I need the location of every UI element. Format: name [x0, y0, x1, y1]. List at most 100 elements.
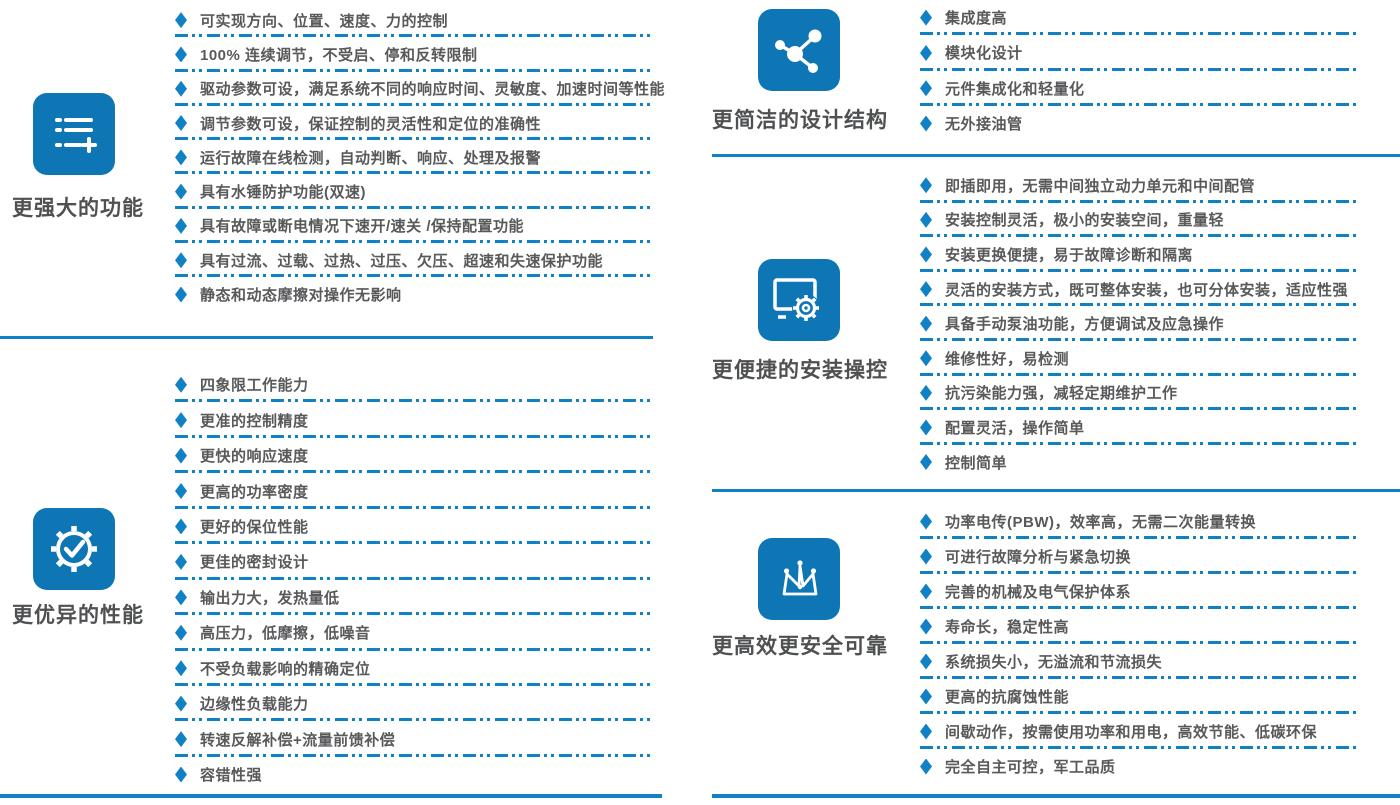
diamond-bullet-icon: [175, 217, 187, 234]
list-item: 转速反解补偿+流量前馈补偿: [175, 721, 655, 758]
list-item: 边缘性负载能力: [175, 686, 655, 722]
share-network-icon: [758, 9, 840, 91]
diamond-bullet-icon: [175, 376, 187, 393]
list-item-text: 静态和动态摩擦对操作无影响: [200, 287, 402, 305]
diamond-bullet-icon: [175, 518, 187, 535]
list-item-text: 具有过流、过载、过热、过压、欠压、超速和失速保护功能: [200, 252, 604, 270]
list-item: 控制简单: [920, 445, 1357, 480]
list-item-text: 调节参数可设，保证控制的灵活性和定位的准确性: [200, 115, 542, 133]
list-item-text: 配置灵活，操作简单: [945, 419, 1085, 437]
gear-check-icon: [33, 508, 115, 590]
list-item-text: 不受负载影响的精确定位: [200, 660, 371, 678]
list-item-text: 维修性好，易检测: [945, 350, 1070, 368]
list-item: 寿命长，稳定性高: [920, 609, 1357, 644]
list-item-text: 完善的机械及电气保护体系: [945, 584, 1132, 601]
diamond-bullet-icon: [175, 183, 187, 200]
list-item-text: 具有水锤防护功能(双速): [200, 184, 366, 202]
feature-list-performance: 四象限工作能力 更准的控制精度 更快的响应速度 更高的功率密度 更好的保位性能: [175, 367, 655, 792]
section-title-design: 更简洁的设计结构: [712, 109, 888, 132]
diamond-bullet-icon: [920, 723, 932, 740]
list-item: 更快的响应速度: [175, 438, 655, 474]
monitor-gear-icon: [758, 259, 840, 341]
list-item: 可进行故障分析与紧急切换: [920, 539, 1357, 574]
list-item: 驱动参数可设，满足系统不同的响应时间、灵敏度、加速时间等性能: [175, 72, 665, 107]
diamond-bullet-icon: [920, 419, 932, 436]
list-item-text: 无外接油管: [945, 116, 1023, 134]
diamond-bullet-icon: [920, 758, 932, 775]
bottom-border-line: [712, 794, 1400, 798]
list-item: 100% 连续调节，不受启、停和反转限制: [175, 37, 655, 72]
list-item-text: 转速反解补偿+流量前馈补偿: [200, 731, 396, 749]
list-item-text: 灵活的安装方式，既可整体安装，也可分体安装，适应性强: [945, 281, 1349, 299]
list-item-text: 抗污染能力强，减轻定期维护工作: [945, 385, 1178, 403]
diamond-bullet-icon: [175, 412, 187, 429]
diamond-bullet-icon: [920, 115, 932, 132]
list-item: 抗污染能力强，减轻定期维护工作: [920, 376, 1357, 411]
list-item-text: 运行故障在线检测，自动判断、响应、处理及报警: [200, 149, 542, 167]
section-title-install: 更便捷的安装操控: [712, 359, 888, 382]
list-item: 元件集成化和轻量化: [920, 71, 1357, 107]
diamond-bullet-icon: [920, 281, 932, 298]
list-item: 具备手动泵油功能，方便调试及应急操作: [920, 306, 1357, 341]
list-item-text: 更佳的密封设计: [200, 554, 309, 572]
diamond-bullet-icon: [920, 454, 932, 471]
list-item-text: 更好的保位性能: [200, 518, 309, 536]
diamond-bullet-icon: [175, 483, 187, 500]
list-item: 即插即用，无需中间独立动力单元和中间配管: [920, 168, 1357, 203]
diamond-bullet-icon: [920, 9, 932, 26]
feature-list-safety: 功率电传(PBW)，效率高，无需二次能量转换 可进行故障分析与紧急切换 完善的机…: [920, 504, 1357, 784]
list-item-text: 高压力，低摩擦，低噪音: [200, 625, 371, 643]
section-title-power: 更强大的功能: [12, 197, 144, 220]
list-item-text: 100% 连续调节，不受启、停和反转限制: [200, 46, 478, 64]
diamond-bullet-icon: [175, 80, 187, 97]
list-item: 静态和动态摩擦对操作无影响: [175, 277, 655, 311]
list-item: 更佳的密封设计: [175, 544, 655, 581]
diamond-bullet-icon: [920, 177, 932, 194]
list-item: 调节参数可设，保证控制的灵活性和定位的准确性: [175, 106, 655, 141]
list-item-text: 更高的功率密度: [200, 483, 309, 501]
list-item: 具有水锤防护功能(双速): [175, 174, 655, 210]
section-title-performance: 更优异的性能: [12, 604, 144, 627]
list-item-text: 功率电传(PBW)，效率高，无需二次能量转换: [945, 514, 1256, 531]
section-divider-line: [0, 336, 653, 339]
list-item-text: 容错性强: [200, 767, 263, 785]
diamond-bullet-icon: [175, 286, 187, 303]
bottom-border-line: [0, 794, 662, 798]
diamond-bullet-icon: [920, 688, 932, 705]
list-item: 四象限工作能力: [175, 367, 655, 403]
list-item-text: 寿命长，稳定性高: [945, 619, 1070, 636]
list-item: 间歇动作，按需使用功率和用电，高效节能、低碳环保: [920, 714, 1357, 749]
feature-list-install: 即插即用，无需中间独立动力单元和中间配管 安装控制灵活，极小的安装空间，重量轻 …: [920, 168, 1357, 479]
list-item-text: 驱动参数可设，满足系统不同的响应时间、灵敏度、加速时间等性能: [200, 81, 666, 99]
list-item: 更高的功率密度: [175, 473, 655, 510]
list-item: 完全自主可控，军工品质: [920, 749, 1357, 784]
section-divider-line: [712, 489, 1400, 492]
diamond-bullet-icon: [175, 660, 187, 677]
diamond-bullet-icon: [175, 46, 187, 63]
list-item: 维修性好，易检测: [920, 341, 1357, 376]
list-item: 可实现方向、位置、速度、力的控制: [175, 3, 655, 38]
diamond-bullet-icon: [175, 447, 187, 464]
section-title-safety: 更高效更安全可靠: [712, 635, 888, 658]
diamond-bullet-icon: [920, 211, 932, 228]
list-item: 安装更换便捷，易于故障诊断和隔离: [920, 237, 1357, 272]
list-item-text: 系统损失小，无溢流和节流损失: [945, 654, 1163, 671]
list-item-text: 即插即用，无需中间独立动力单元和中间配管: [945, 177, 1256, 195]
diamond-bullet-icon: [920, 315, 932, 332]
list-item: 无外接油管: [920, 106, 1357, 141]
diamond-bullet-icon: [920, 548, 932, 565]
diamond-bullet-icon: [920, 350, 932, 367]
list-item-text: 具备手动泵油功能，方便调试及应急操作: [945, 316, 1225, 334]
list-item: 不受负载影响的精确定位: [175, 651, 655, 687]
list-item-text: 间歇动作，按需使用功率和用电，高效节能、低碳环保: [945, 724, 1318, 741]
feature-list-power: 可实现方向、位置、速度、力的控制 100% 连续调节，不受启、停和反转限制 驱动…: [175, 3, 665, 312]
diamond-bullet-icon: [920, 384, 932, 401]
list-item-text: 元件集成化和轻量化: [945, 80, 1085, 98]
diamond-bullet-icon: [175, 695, 187, 712]
list-item-text: 更高的抗腐蚀性能: [945, 689, 1070, 706]
diamond-bullet-icon: [920, 80, 932, 97]
list-item: 模块化设计: [920, 35, 1357, 71]
list-item-text: 控制简单: [945, 454, 1008, 472]
list-item: 容错性强: [175, 757, 655, 792]
